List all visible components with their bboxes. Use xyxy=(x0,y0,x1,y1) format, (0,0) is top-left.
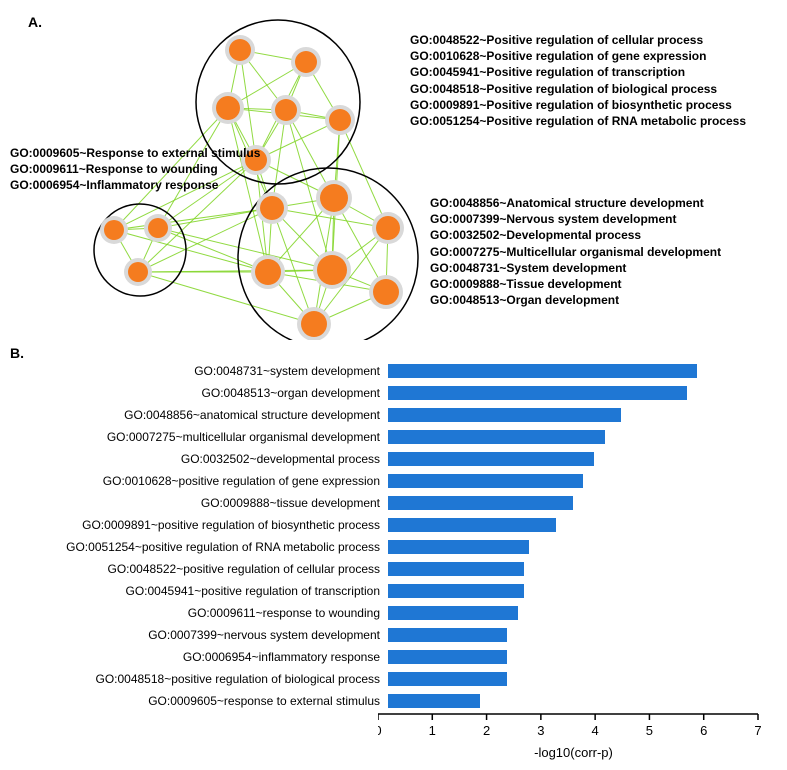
bar-label: GO:0007275~multicellular organismal deve… xyxy=(20,430,388,444)
bar-row: GO:0048856~anatomical structure developm… xyxy=(20,405,777,425)
bar-label: GO:0048731~system development xyxy=(20,364,388,378)
bar-row: GO:0009611~response to wounding xyxy=(20,603,777,623)
bar-row: GO:0007399~nervous system development xyxy=(20,625,777,645)
bar-fill xyxy=(388,672,507,686)
bar-label: GO:0009891~positive regulation of biosyn… xyxy=(20,518,388,532)
svg-text:6: 6 xyxy=(700,723,707,738)
svg-text:3: 3 xyxy=(537,723,544,738)
svg-text:4: 4 xyxy=(592,723,599,738)
bar-label: GO:0051254~positive regulation of RNA me… xyxy=(20,540,388,554)
bar-fill xyxy=(388,518,556,532)
bar-fill xyxy=(388,562,524,576)
bar-track xyxy=(388,540,777,554)
bar-track xyxy=(388,452,777,466)
bar-fill xyxy=(388,408,621,422)
bar-track xyxy=(388,562,777,576)
bar-row: GO:0009605~response to external stimulus xyxy=(20,691,777,711)
bar-row: GO:0007275~multicellular organismal deve… xyxy=(20,427,777,447)
bar-row: GO:0009888~tissue development xyxy=(20,493,777,513)
bar-fill xyxy=(388,452,594,466)
bar-track xyxy=(388,672,777,686)
bar-row: GO:0048518~positive regulation of biolog… xyxy=(20,669,777,689)
bar-label: GO:0009611~response to wounding xyxy=(20,606,388,620)
bar-fill xyxy=(388,430,605,444)
svg-text:1: 1 xyxy=(429,723,436,738)
bar-label: GO:0045941~positive regulation of transc… xyxy=(20,584,388,598)
bar-track xyxy=(388,584,777,598)
bar-fill xyxy=(388,606,518,620)
bar-track xyxy=(388,364,777,378)
bar-track xyxy=(388,650,777,664)
bar-row: GO:0051254~positive regulation of RNA me… xyxy=(20,537,777,557)
bar-row: GO:0006954~inflammatory response xyxy=(20,647,777,667)
bar-track xyxy=(388,606,777,620)
bar-track xyxy=(388,386,777,400)
svg-text:7: 7 xyxy=(754,723,761,738)
bar-track xyxy=(388,408,777,422)
bar-track xyxy=(388,474,777,488)
x-axis: 0 1 2 3 4 5 6 7 xyxy=(10,713,777,741)
bar-fill xyxy=(388,584,524,598)
bar-row: GO:0045941~positive regulation of transc… xyxy=(20,581,777,601)
bar-track xyxy=(388,518,777,532)
bar-fill xyxy=(388,694,480,708)
svg-text:2: 2 xyxy=(483,723,490,738)
bar-row: GO:0048513~organ development xyxy=(20,383,777,403)
bar-track xyxy=(388,496,777,510)
bar-fill xyxy=(388,628,507,642)
bar-row: GO:0048731~system development xyxy=(20,361,777,381)
bar-label: GO:0048518~positive regulation of biolog… xyxy=(20,672,388,686)
bar-label: GO:0009888~tissue development xyxy=(20,496,388,510)
bar-label: GO:0007399~nervous system development xyxy=(20,628,388,642)
bar-row: GO:0048522~positive regulation of cellul… xyxy=(20,559,777,579)
figure: A. GO:0048522~Positive regulation of cel… xyxy=(10,10,777,760)
bar-row: GO:0009891~positive regulation of biosyn… xyxy=(20,515,777,535)
bar-fill xyxy=(388,650,507,664)
bar-row: GO:0032502~developmental process xyxy=(20,449,777,469)
bar-chart: GO:0048731~system development GO:0048513~… xyxy=(10,361,777,711)
bar-fill xyxy=(388,496,573,510)
bar-track xyxy=(388,430,777,444)
cluster-label: GO:0009605~Response to external stimulus… xyxy=(10,145,260,194)
panel-b: B. GO:0048731~system development GO:00485… xyxy=(10,345,777,760)
svg-text:5: 5 xyxy=(646,723,653,738)
panel-b-label: B. xyxy=(10,345,777,361)
cluster-label: GO:0048522~Positive regulation of cellul… xyxy=(410,32,746,129)
bar-label: GO:0010628~positive regulation of gene e… xyxy=(20,474,388,488)
bar-label: GO:0006954~inflammatory response xyxy=(20,650,388,664)
bar-fill xyxy=(388,474,583,488)
bar-label: GO:0032502~developmental process xyxy=(20,452,388,466)
panel-a: A. GO:0048522~Positive regulation of cel… xyxy=(10,10,777,340)
bar-fill xyxy=(388,364,697,378)
svg-text:0: 0 xyxy=(378,723,382,738)
bar-row: GO:0010628~positive regulation of gene e… xyxy=(20,471,777,491)
bar-track xyxy=(388,694,777,708)
bar-track xyxy=(388,628,777,642)
bar-label: GO:0009605~response to external stimulus xyxy=(20,694,388,708)
bar-label: GO:0048513~organ development xyxy=(20,386,388,400)
bar-label: GO:0048522~positive regulation of cellul… xyxy=(20,562,388,576)
bar-fill xyxy=(388,540,529,554)
bar-label: GO:0048856~anatomical structure developm… xyxy=(20,408,388,422)
bar-fill xyxy=(388,386,687,400)
cluster-label: GO:0048856~Anatomical structure developm… xyxy=(430,195,721,308)
